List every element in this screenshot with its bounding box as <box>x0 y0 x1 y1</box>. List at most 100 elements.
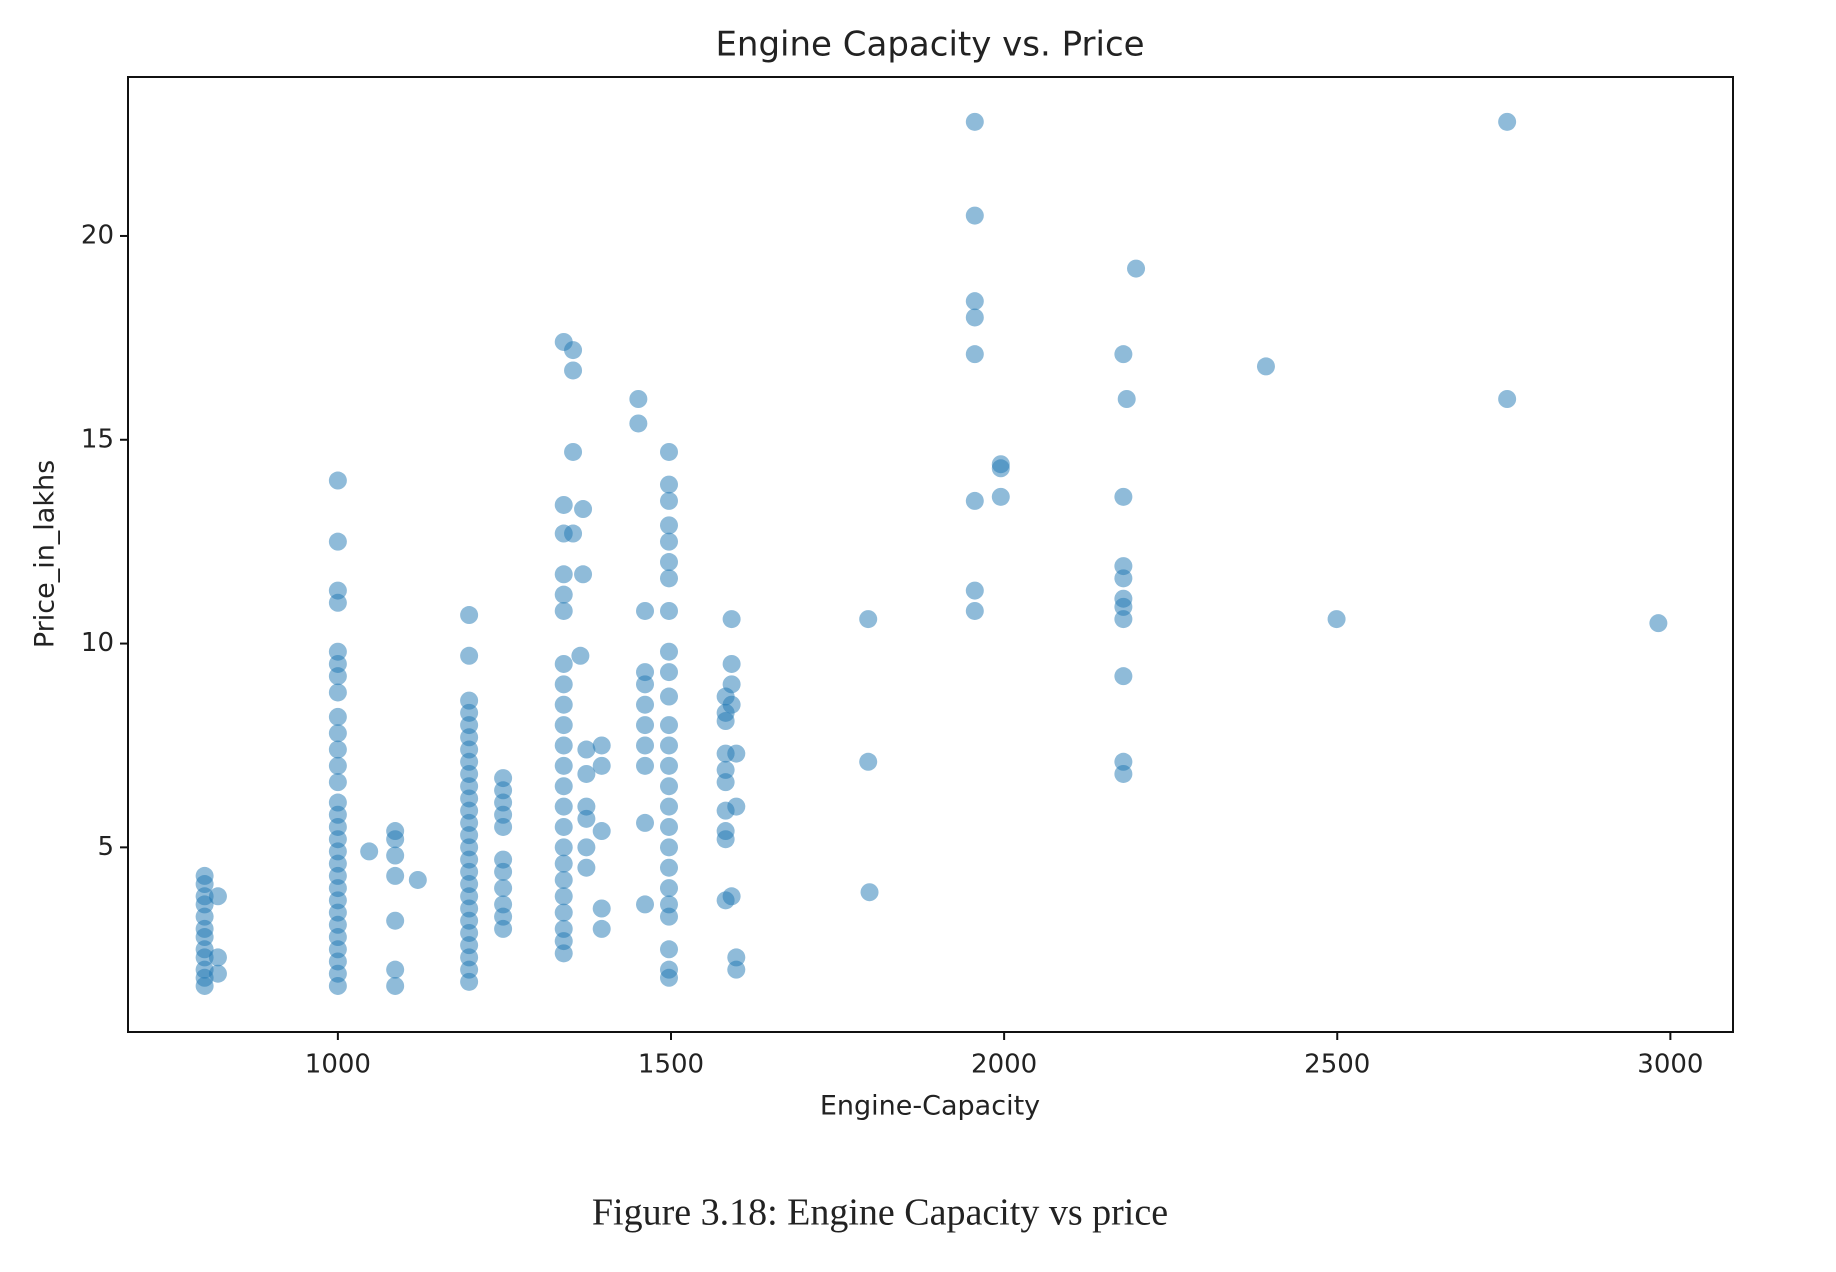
point <box>554 777 573 796</box>
point <box>328 683 347 702</box>
point <box>722 675 741 694</box>
point <box>328 793 347 812</box>
point <box>659 642 678 661</box>
x-axis-label: Engine-Capacity <box>820 1091 1040 1122</box>
point <box>1114 487 1133 506</box>
point <box>592 919 611 938</box>
point <box>554 675 573 694</box>
point <box>494 769 513 788</box>
point <box>386 846 405 865</box>
point <box>727 744 746 763</box>
point <box>629 390 648 409</box>
points <box>195 112 1668 995</box>
chart-title: Engine Capacity vs. Price <box>715 25 1144 65</box>
x-tick-label: 1500 <box>638 1050 704 1080</box>
point <box>636 736 655 755</box>
point <box>554 838 573 857</box>
y-tick-label: 15 <box>81 424 114 454</box>
point <box>592 899 611 918</box>
point <box>659 442 678 461</box>
point <box>574 565 593 584</box>
point <box>659 569 678 588</box>
point <box>460 691 479 710</box>
point <box>965 581 984 600</box>
point <box>571 646 590 665</box>
point <box>554 736 573 755</box>
point <box>577 797 596 816</box>
point <box>577 858 596 877</box>
point <box>716 822 735 841</box>
point <box>659 940 678 959</box>
point <box>554 585 573 604</box>
point <box>636 663 655 682</box>
point <box>636 716 655 735</box>
point <box>592 756 611 775</box>
point <box>554 716 573 735</box>
point <box>208 964 227 983</box>
point <box>554 654 573 673</box>
point <box>554 797 573 816</box>
point <box>659 838 678 857</box>
point <box>460 606 479 625</box>
point <box>722 654 741 673</box>
point <box>386 960 405 979</box>
point <box>991 487 1010 506</box>
point <box>1114 752 1133 771</box>
point <box>991 455 1010 474</box>
point <box>554 887 573 906</box>
point <box>577 740 596 759</box>
x-tick-label: 2000 <box>971 1050 1037 1080</box>
point <box>636 695 655 714</box>
point <box>722 887 741 906</box>
y-tick-label: 5 <box>97 832 114 862</box>
point <box>328 642 347 661</box>
point <box>564 341 583 360</box>
point <box>965 206 984 225</box>
point <box>965 491 984 510</box>
point <box>636 601 655 620</box>
point <box>564 524 583 543</box>
point <box>659 532 678 551</box>
point <box>328 471 347 490</box>
point <box>554 695 573 714</box>
point <box>494 850 513 869</box>
point <box>1114 345 1133 364</box>
point <box>659 516 678 535</box>
point <box>554 495 573 514</box>
point <box>208 887 227 906</box>
point <box>965 292 984 311</box>
point <box>574 500 593 519</box>
point <box>328 581 347 600</box>
point <box>965 345 984 364</box>
point <box>1127 259 1146 278</box>
point <box>1114 557 1133 576</box>
y-axis-label: Price_in_lakhs <box>30 460 61 648</box>
x-tick-label: 2500 <box>1304 1050 1370 1080</box>
point <box>716 760 735 779</box>
point <box>659 777 678 796</box>
point <box>328 532 347 551</box>
point <box>659 736 678 755</box>
point <box>659 858 678 877</box>
point <box>859 610 878 629</box>
point <box>727 797 746 816</box>
point <box>722 610 741 629</box>
point <box>328 740 347 759</box>
point <box>494 895 513 914</box>
point <box>460 646 479 665</box>
point <box>659 663 678 682</box>
point <box>328 773 347 792</box>
point <box>722 695 741 714</box>
point <box>636 895 655 914</box>
point <box>659 475 678 494</box>
point <box>859 752 878 771</box>
point <box>494 879 513 898</box>
point <box>564 442 583 461</box>
point <box>328 707 347 726</box>
point <box>408 870 427 889</box>
y-tick-label: 10 <box>81 628 114 658</box>
point <box>1327 610 1346 629</box>
point <box>659 879 678 898</box>
point <box>860 883 879 902</box>
